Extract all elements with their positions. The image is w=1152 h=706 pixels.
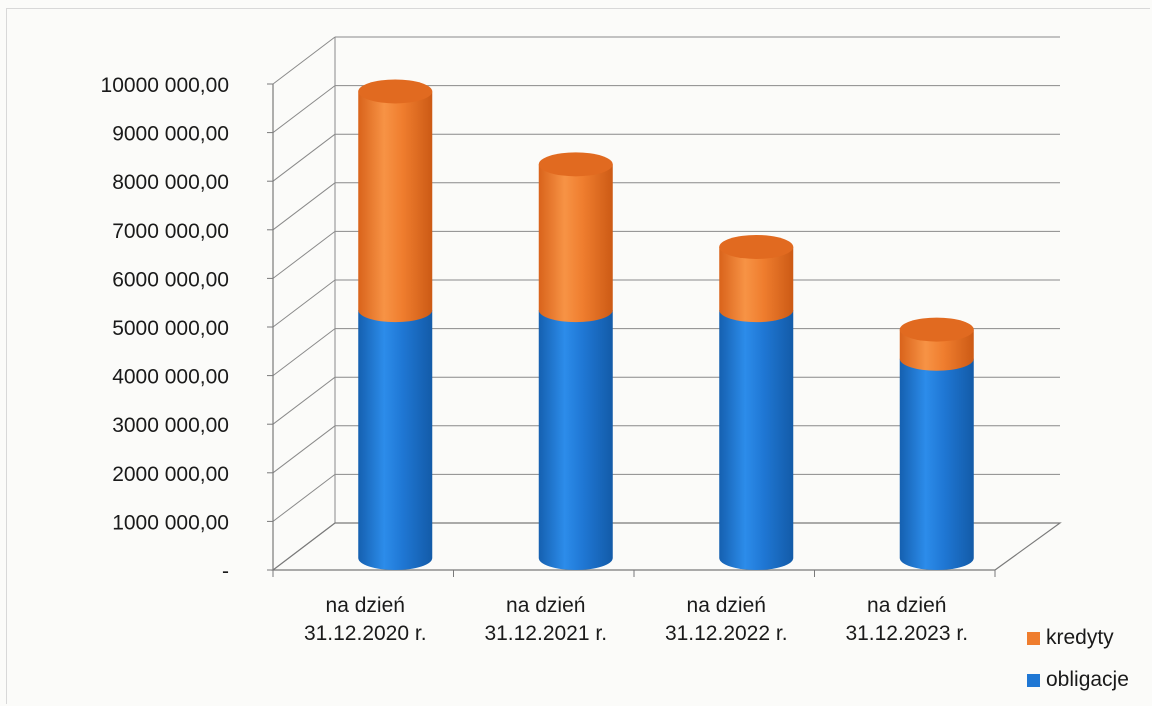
legend-swatch-kredyty bbox=[1027, 632, 1040, 645]
bar-top-kredyty bbox=[719, 234, 794, 259]
x-category-label: na dzień 31.12.2023 r. bbox=[845, 594, 968, 645]
bar-kredyty bbox=[719, 246, 794, 323]
y-tick-label: 2000 000,00 bbox=[112, 463, 229, 486]
floor bbox=[271, 522, 1062, 571]
y-tick-label: 10000 000,00 bbox=[101, 74, 229, 97]
y-tick-label: 3000 000,00 bbox=[112, 414, 229, 437]
y-tick-label: 6000 000,00 bbox=[112, 268, 229, 291]
bar-obligacje bbox=[358, 310, 433, 570]
y-tick-label: 4000 000,00 bbox=[112, 366, 229, 389]
gridline-side bbox=[272, 36, 336, 85]
legend-label-obligacje: obligacje bbox=[1046, 668, 1129, 691]
gridline-side bbox=[272, 85, 336, 133]
y-tick-label: - bbox=[222, 560, 229, 583]
gridline-side bbox=[272, 474, 336, 522]
gridline-side bbox=[272, 133, 336, 182]
gridline-side bbox=[272, 328, 336, 376]
x-category-label: na dzień 31.12.2020 r. bbox=[304, 594, 427, 645]
y-tick-label: 9000 000,00 bbox=[112, 123, 229, 146]
x-category-label: na dzień 31.12.2022 r. bbox=[665, 594, 788, 645]
bar-kredyty bbox=[538, 164, 613, 323]
y-tick-label: 7000 000,00 bbox=[112, 220, 229, 243]
labels-layer: - 1000 000,00 2000 000,00 3000 000,00 4000 0… bbox=[101, 74, 969, 645]
gridline-side bbox=[272, 425, 336, 474]
bar-obligacje bbox=[719, 310, 794, 570]
bar-top-kredyty bbox=[358, 79, 433, 104]
x-category-label: na dzień 31.12.2021 r. bbox=[484, 594, 607, 645]
gridline-side bbox=[272, 279, 336, 328]
legend: kredyty obligacje bbox=[1027, 626, 1129, 691]
y-tick-label: 5000 000,00 bbox=[112, 317, 229, 340]
bar-kredyty bbox=[358, 91, 433, 323]
legend-label-kredyty: kredyty bbox=[1046, 626, 1114, 649]
bar-top-kredyty bbox=[538, 152, 613, 177]
bar-obligacje bbox=[538, 310, 613, 570]
gridline-side bbox=[272, 376, 336, 425]
chart-frame bbox=[6, 8, 1150, 704]
bar-obligacje bbox=[899, 358, 974, 570]
bars-layer bbox=[358, 79, 974, 570]
gridline-side bbox=[272, 182, 336, 231]
gridline-side bbox=[272, 231, 336, 279]
y-tick-label: 8000 000,00 bbox=[112, 171, 229, 194]
y-tick-label: 1000 000,00 bbox=[112, 511, 229, 534]
bar-top-kredyty bbox=[899, 317, 974, 342]
legend-swatch-obligacje bbox=[1027, 674, 1040, 687]
